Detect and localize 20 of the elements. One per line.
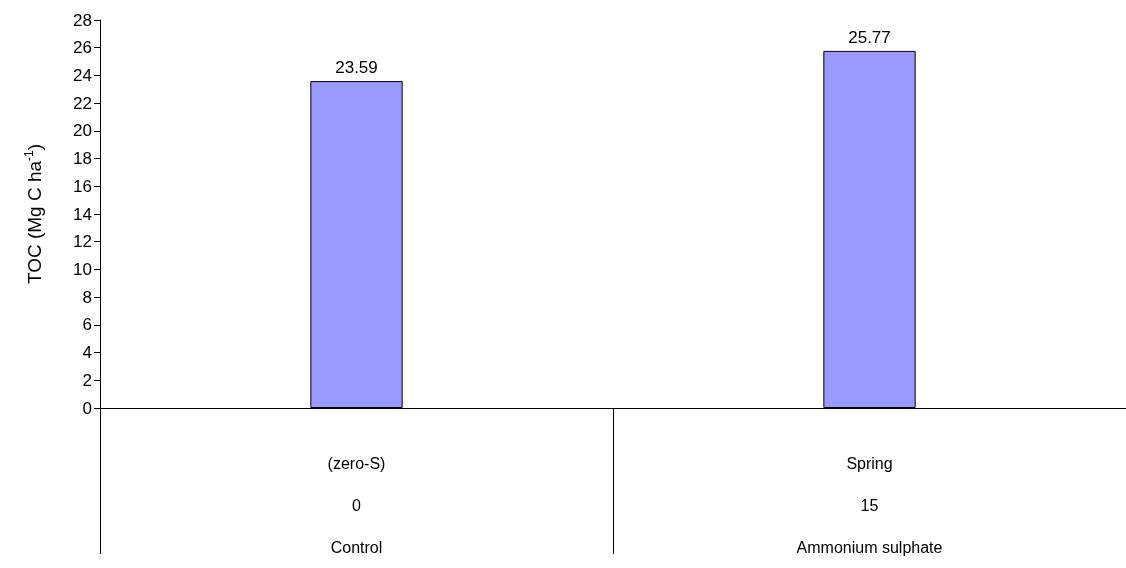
y-tick-label: 24 — [73, 65, 92, 85]
y-tick-label: 2 — [82, 370, 92, 390]
y-tick-label: 28 — [73, 10, 92, 30]
y-tick-label: 18 — [73, 149, 92, 169]
y-tick-label: 6 — [82, 315, 92, 335]
y-tick-label: 16 — [73, 176, 92, 196]
y-tick-label: 14 — [73, 204, 92, 224]
y-axis-title: TOC (Mg C ha-1) — [22, 143, 45, 285]
y-tick-label: 0 — [82, 398, 92, 418]
y-tick-label: 12 — [73, 232, 92, 252]
y-tick-label: 26 — [73, 38, 92, 58]
y-tick-label: 4 — [82, 343, 92, 363]
category-label: Spring 15 Ammonium sulphate — [796, 454, 943, 556]
y-tick-label: 20 — [73, 121, 92, 141]
y-tick-label: 10 — [73, 259, 92, 279]
y-tick-label: 8 — [82, 287, 92, 307]
y-tick-label: 22 — [73, 93, 92, 113]
data-label: 25.77 — [848, 27, 891, 47]
data-label: 23.59 — [335, 58, 378, 78]
category-label: (zero-S) 0 Control — [327, 454, 386, 556]
